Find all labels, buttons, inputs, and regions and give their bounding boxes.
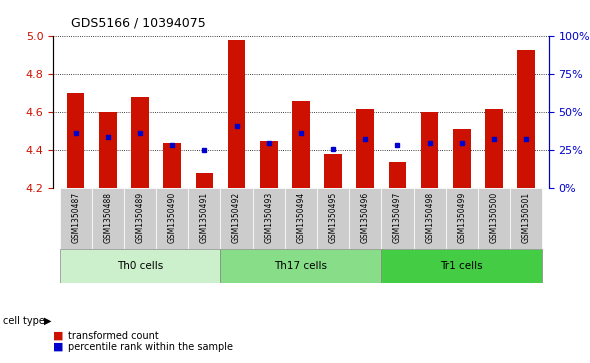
Bar <box>381 188 414 249</box>
Text: GSM1350499: GSM1350499 <box>457 192 466 243</box>
Text: Th17 cells: Th17 cells <box>274 261 327 271</box>
Bar <box>131 97 149 188</box>
Bar <box>285 188 317 249</box>
Bar <box>221 188 253 249</box>
Text: GSM1350497: GSM1350497 <box>393 192 402 243</box>
Text: GSM1350501: GSM1350501 <box>522 192 530 242</box>
Bar <box>253 188 285 249</box>
Text: GSM1350490: GSM1350490 <box>168 192 176 243</box>
Bar <box>478 188 510 249</box>
Bar <box>389 162 407 188</box>
Text: GSM1350500: GSM1350500 <box>490 192 499 243</box>
Text: Th0 cells: Th0 cells <box>117 261 163 271</box>
Text: GSM1350492: GSM1350492 <box>232 192 241 242</box>
Text: GDS5166 / 10394075: GDS5166 / 10394075 <box>71 16 205 29</box>
Bar <box>381 249 542 283</box>
Bar <box>292 101 310 188</box>
Text: GSM1350487: GSM1350487 <box>71 192 80 242</box>
Bar <box>356 109 374 188</box>
Bar <box>60 188 91 249</box>
Text: GSM1350498: GSM1350498 <box>425 192 434 242</box>
Text: ▶: ▶ <box>44 316 51 326</box>
Bar <box>445 188 478 249</box>
Bar <box>163 143 181 188</box>
Bar <box>91 188 124 249</box>
Bar <box>510 188 542 249</box>
Bar <box>453 130 471 188</box>
Bar <box>485 109 503 188</box>
Text: GSM1350489: GSM1350489 <box>136 192 145 242</box>
Bar <box>195 173 213 188</box>
Text: ■: ■ <box>53 331 64 341</box>
Text: GSM1350493: GSM1350493 <box>264 192 273 243</box>
Bar <box>414 188 445 249</box>
Text: ■: ■ <box>53 342 64 352</box>
Text: GSM1350496: GSM1350496 <box>360 192 370 243</box>
Bar <box>99 113 117 188</box>
Text: GSM1350488: GSM1350488 <box>103 192 112 242</box>
Bar <box>124 188 156 249</box>
Text: GSM1350491: GSM1350491 <box>200 192 209 242</box>
Text: GSM1350495: GSM1350495 <box>329 192 337 243</box>
Bar <box>60 249 221 283</box>
Text: Tr1 cells: Tr1 cells <box>441 261 483 271</box>
Bar <box>317 188 349 249</box>
Bar <box>221 249 381 283</box>
Bar <box>188 188 221 249</box>
Bar <box>156 188 188 249</box>
Bar <box>260 141 277 188</box>
Bar <box>421 113 438 188</box>
Bar <box>228 40 245 188</box>
Text: GSM1350494: GSM1350494 <box>296 192 306 243</box>
Text: cell type: cell type <box>3 316 45 326</box>
Bar <box>517 50 535 188</box>
Bar <box>349 188 381 249</box>
Bar <box>67 93 84 188</box>
Text: transformed count: transformed count <box>68 331 159 341</box>
Text: percentile rank within the sample: percentile rank within the sample <box>68 342 233 352</box>
Bar <box>324 154 342 188</box>
